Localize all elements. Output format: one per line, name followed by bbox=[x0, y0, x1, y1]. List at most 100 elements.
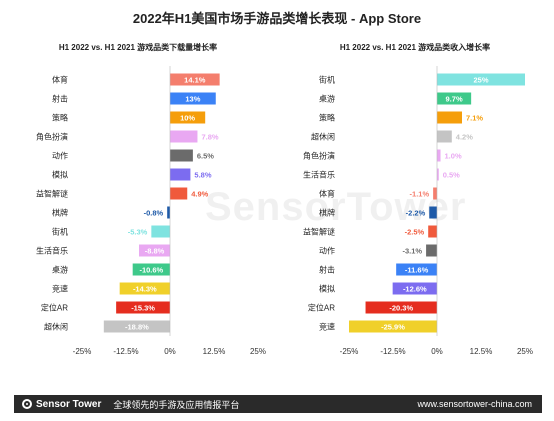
category-label: 体育 bbox=[319, 189, 335, 199]
value-label: 1.0% bbox=[445, 152, 462, 161]
value-label: -25.9% bbox=[381, 323, 405, 332]
bar bbox=[170, 130, 198, 143]
category-label: 模拟 bbox=[52, 170, 68, 180]
bar bbox=[349, 320, 437, 333]
category-label: 生活音乐 bbox=[36, 246, 68, 256]
tick-label: 0% bbox=[431, 347, 443, 356]
tick-label: 0% bbox=[164, 347, 176, 356]
category-label: 模拟 bbox=[319, 284, 335, 294]
category-label: 益智解谜 bbox=[303, 227, 335, 237]
tick-label: 12.5% bbox=[203, 347, 226, 356]
value-label: 4.2% bbox=[456, 133, 473, 142]
bar bbox=[392, 282, 437, 295]
category-label: 定位AR bbox=[41, 303, 68, 313]
tick-label: 25% bbox=[517, 347, 533, 356]
bar bbox=[437, 130, 452, 143]
bar bbox=[170, 149, 193, 162]
value-label: 4.9% bbox=[191, 190, 208, 199]
value-label: 14.1% bbox=[184, 76, 206, 85]
value-label: 0.5% bbox=[443, 171, 460, 180]
value-label: -2.2% bbox=[406, 209, 426, 218]
bar bbox=[167, 206, 170, 219]
tick-label: -12.5% bbox=[380, 347, 405, 356]
page-title: 2022年H1美国市场手游品类增长表现 - App Store bbox=[132, 11, 422, 26]
value-label: 10% bbox=[180, 114, 195, 123]
bar bbox=[437, 92, 472, 105]
bar bbox=[437, 149, 441, 162]
category-label: 策略 bbox=[319, 113, 335, 123]
value-label: -15.3% bbox=[131, 304, 155, 313]
value-label: 7.8% bbox=[201, 133, 218, 142]
tick-label: 12.5% bbox=[470, 347, 493, 356]
footer-slogan: 全球领先的手游及应用情报平台 bbox=[113, 399, 240, 410]
value-label: -20.3% bbox=[389, 304, 413, 313]
chart-subtitle: H1 2022 vs. H1 2021 游戏品类下载量增长率 bbox=[59, 42, 217, 52]
bar bbox=[433, 187, 437, 200]
bar bbox=[132, 263, 170, 276]
download-growth-chart: H1 2022 vs. H1 2021 游戏品类下载量增长率体育 14.1% 射击 1… bbox=[0, 34, 277, 364]
chart-subtitle: H1 2022 vs. H1 2021 游戏品类收入增长率 bbox=[340, 42, 490, 52]
bar bbox=[396, 263, 437, 276]
value-label: -3.1% bbox=[402, 247, 422, 256]
footer-url[interactable]: www.sensortower-china.com bbox=[417, 399, 532, 409]
category-label: 竞速 bbox=[319, 322, 335, 332]
category-label: 棋牌 bbox=[52, 208, 68, 218]
category-label: 街机 bbox=[52, 227, 68, 237]
value-label: 6.5% bbox=[197, 152, 214, 161]
value-label: -18.8% bbox=[125, 323, 149, 332]
value-label: 9.7% bbox=[446, 95, 463, 104]
category-label: 动作 bbox=[319, 246, 335, 256]
bar bbox=[426, 244, 437, 257]
tick-label: -25% bbox=[73, 347, 92, 356]
category-label: 超休闲 bbox=[44, 322, 68, 332]
category-label: 生活音乐 bbox=[303, 170, 335, 180]
footer-brand: Sensor Tower bbox=[36, 398, 102, 410]
value-label: -10.6% bbox=[139, 266, 163, 275]
footer-bar: Sensor Tower 全球领先的手游及应用情报平台 www.sensorto… bbox=[14, 395, 542, 413]
bar bbox=[170, 168, 191, 181]
bar bbox=[429, 206, 437, 219]
value-label: 13% bbox=[185, 95, 200, 104]
value-label: 25% bbox=[473, 76, 488, 85]
category-label: 益智解谜 bbox=[36, 189, 68, 199]
value-label: -0.8% bbox=[144, 209, 164, 218]
bar bbox=[103, 320, 170, 333]
bar bbox=[428, 225, 437, 238]
bar bbox=[170, 187, 188, 200]
value-label: 7.1% bbox=[466, 114, 483, 123]
value-label: -14.3% bbox=[133, 285, 157, 294]
category-label: 桌游 bbox=[319, 94, 335, 104]
sensor-tower-logo-icon bbox=[22, 399, 32, 409]
bar bbox=[139, 244, 170, 257]
bar bbox=[170, 111, 206, 124]
value-label: -2.5% bbox=[405, 228, 425, 237]
category-label: 定位AR bbox=[308, 303, 335, 313]
tick-label: 25% bbox=[250, 347, 266, 356]
bar bbox=[170, 92, 216, 105]
category-label: 超休闲 bbox=[311, 132, 335, 142]
bar bbox=[437, 111, 462, 124]
category-label: 射击 bbox=[319, 265, 335, 275]
bar bbox=[437, 73, 525, 86]
bar bbox=[437, 168, 439, 181]
category-label: 策略 bbox=[52, 113, 68, 123]
category-label: 街机 bbox=[319, 75, 335, 85]
category-label: 射击 bbox=[52, 94, 68, 104]
tick-label: -25% bbox=[340, 347, 359, 356]
category-label: 体育 bbox=[52, 75, 68, 85]
bar bbox=[170, 73, 220, 86]
revenue-growth-chart: H1 2022 vs. H1 2021 游戏品类收入增长率街机 25% 桌游 9.7%… bbox=[277, 34, 554, 364]
category-label: 棋牌 bbox=[319, 208, 335, 218]
tick-label: -12.5% bbox=[113, 347, 138, 356]
bar bbox=[116, 301, 170, 314]
category-label: 角色扮演 bbox=[36, 132, 68, 142]
value-label: -5.3% bbox=[128, 228, 148, 237]
category-label: 角色扮演 bbox=[303, 151, 335, 161]
category-label: 桌游 bbox=[52, 265, 68, 275]
value-label: -12.6% bbox=[403, 285, 427, 294]
value-label: -8.8% bbox=[145, 247, 165, 256]
bar bbox=[151, 225, 170, 238]
value-label: -11.6% bbox=[405, 266, 429, 275]
